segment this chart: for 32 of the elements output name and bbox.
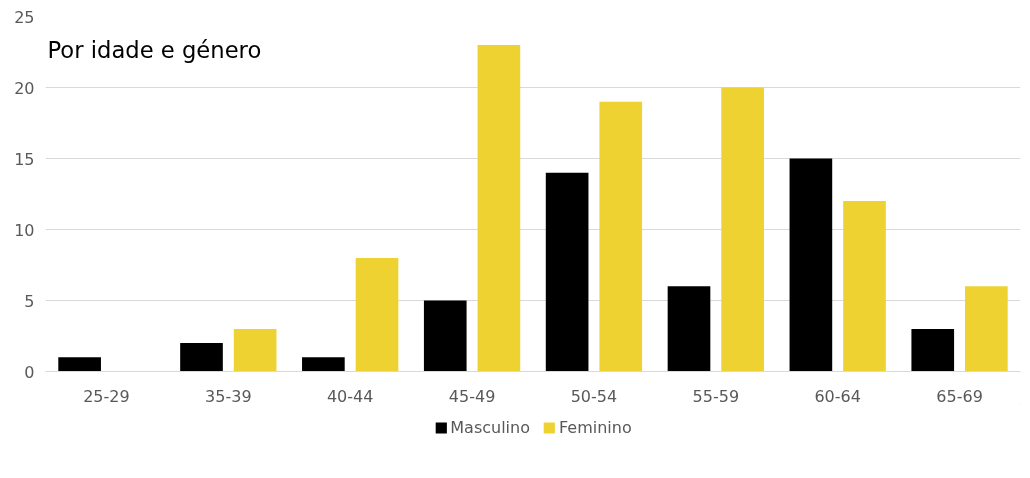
x-tick-label: 65-69	[936, 386, 983, 406]
bar	[789, 158, 833, 372]
bar	[911, 328, 955, 372]
bar	[477, 44, 521, 372]
bar	[180, 343, 223, 372]
y-tick-label: 25	[14, 7, 35, 27]
x-tick-label: 55-59	[692, 386, 740, 406]
x-tick-label: 60-64	[814, 386, 861, 406]
bar	[423, 300, 467, 372]
bar	[965, 286, 1008, 372]
x-tick-label: 50-54	[570, 386, 618, 406]
text: Por idade e género	[47, 36, 262, 63]
bar	[599, 101, 643, 372]
y-tick-label: 15	[14, 149, 35, 169]
y-tick-label: 5	[24, 291, 35, 311]
legend-label: Masculino	[450, 417, 530, 437]
legend-label: Feminino	[558, 417, 632, 437]
bar	[545, 172, 589, 372]
x-tick-label: 45-49	[448, 386, 496, 406]
bar	[58, 357, 101, 372]
bar	[233, 328, 277, 372]
bar	[721, 87, 764, 372]
bar	[667, 286, 711, 372]
x-tick-label: 40-44	[326, 386, 374, 406]
bar	[302, 357, 345, 372]
bar	[355, 257, 399, 372]
x-tick-label: 25-29	[83, 386, 130, 406]
y-tick-label: 0	[24, 362, 35, 382]
bar	[843, 201, 886, 372]
x-tick-label: 35-39	[205, 386, 252, 406]
y-tick-label: 10	[14, 220, 35, 240]
y-tick-label: 20	[14, 78, 35, 98]
